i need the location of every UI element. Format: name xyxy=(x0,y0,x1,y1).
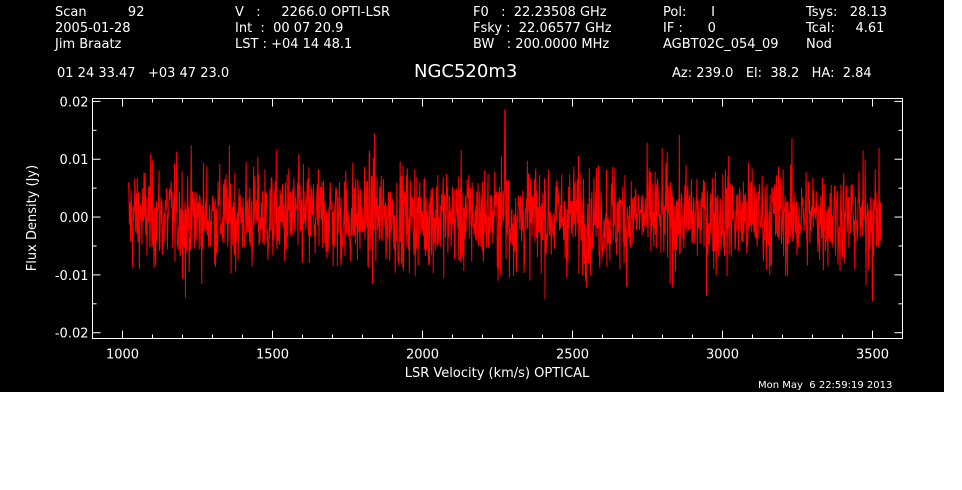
header-azel: Az: 239.0 El: 38.2 HA: 2.84 xyxy=(672,66,872,81)
header-velocity: V : 2266.0 OPTI-LSR xyxy=(235,5,391,20)
header-f0: F0 : 22.23508 GHz xyxy=(473,5,607,20)
x-tick-label: 1000 xyxy=(106,348,139,363)
plot-frame xyxy=(92,98,903,339)
header-project: AGBT02C_054_09 xyxy=(663,37,779,52)
y-tick-label: 0.00 xyxy=(60,211,89,226)
header-scan: Scan 92 xyxy=(55,5,145,20)
header-observer: Jim Braatz xyxy=(55,37,122,52)
x-tick-label: 3500 xyxy=(856,348,889,363)
header-fsky: Fsky : 22.06577 GHz xyxy=(473,21,612,36)
plot-panel: Scan 92 2005-01-28 Jim Braatz V : 2266.0… xyxy=(0,0,944,392)
y-tick-label: -0.02 xyxy=(55,327,89,342)
series-line xyxy=(128,109,882,302)
header-date: 2005-01-28 xyxy=(55,21,131,36)
header-tcal: Tcal: 4.61 xyxy=(806,21,885,36)
chart-svg: 1000 1500 2000 2500 3000 3500 0.02 0.01 0.00 -0.0… xyxy=(25,95,903,381)
y-tick-label: 0.01 xyxy=(60,153,89,168)
header-if: IF : 0 xyxy=(663,21,716,36)
header-pol: Pol: I xyxy=(663,5,715,20)
header-lst: LST : +04 14 48.1 xyxy=(235,37,353,52)
y-tick-label: -0.01 xyxy=(55,269,89,284)
header-bw: BW : 200.0000 MHz xyxy=(473,37,610,52)
x-tick-label: 1500 xyxy=(256,348,289,363)
timestamp: Mon May 6 22:59:19 2013 xyxy=(758,380,893,391)
header-coords: 01 24 33.47 +03 47 23.0 xyxy=(57,66,230,81)
y-tick-label: 0.02 xyxy=(60,95,89,110)
chart-title: NGC520m3 xyxy=(414,61,518,82)
x-tick-label: 3000 xyxy=(706,348,739,363)
header-integration: Int : 00 07 20.9 xyxy=(235,21,344,36)
x-tick-label: 2500 xyxy=(556,348,589,363)
header-mode: Nod xyxy=(806,37,832,52)
header-tsys: Tsys: 28.13 xyxy=(806,5,888,20)
x-tick-label: 2000 xyxy=(406,348,439,363)
x-axis-label: LSR Velocity (km/s) OPTICAL xyxy=(405,366,590,381)
y-axis-label: Flux Density (Jy) xyxy=(25,165,40,271)
